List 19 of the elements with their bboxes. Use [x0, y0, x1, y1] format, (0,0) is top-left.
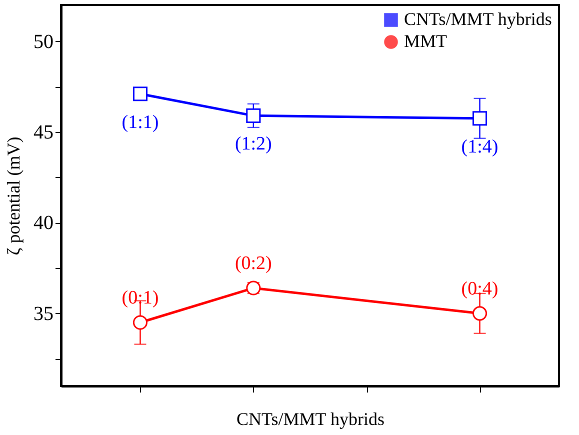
data-label: (1:1) [122, 112, 159, 133]
data-label: (0:2) [234, 253, 272, 274]
data-label: (0:1) [122, 288, 159, 308]
y-tick-label: 50 [34, 30, 54, 53]
point [246, 108, 261, 123]
y-tick-label: 40 [34, 212, 54, 234]
data-label: (1:4) [461, 136, 498, 158]
legend-label: CNTs/MMT hybrids [404, 9, 552, 29]
y-axis-title: ζ potential (mV) [4, 136, 24, 256]
point [472, 111, 488, 126]
y-tick-label: 35 [34, 302, 54, 325]
y-tick-label: 45 [34, 122, 54, 144]
data-label: (0:4) [461, 278, 498, 300]
x-axis-title: CNTs/MMT hybrids [236, 409, 384, 429]
point [132, 86, 148, 102]
legend-label: MMT [404, 31, 448, 51]
point [472, 306, 488, 321]
data-label: (1:2) [234, 134, 272, 155]
point [132, 315, 148, 330]
